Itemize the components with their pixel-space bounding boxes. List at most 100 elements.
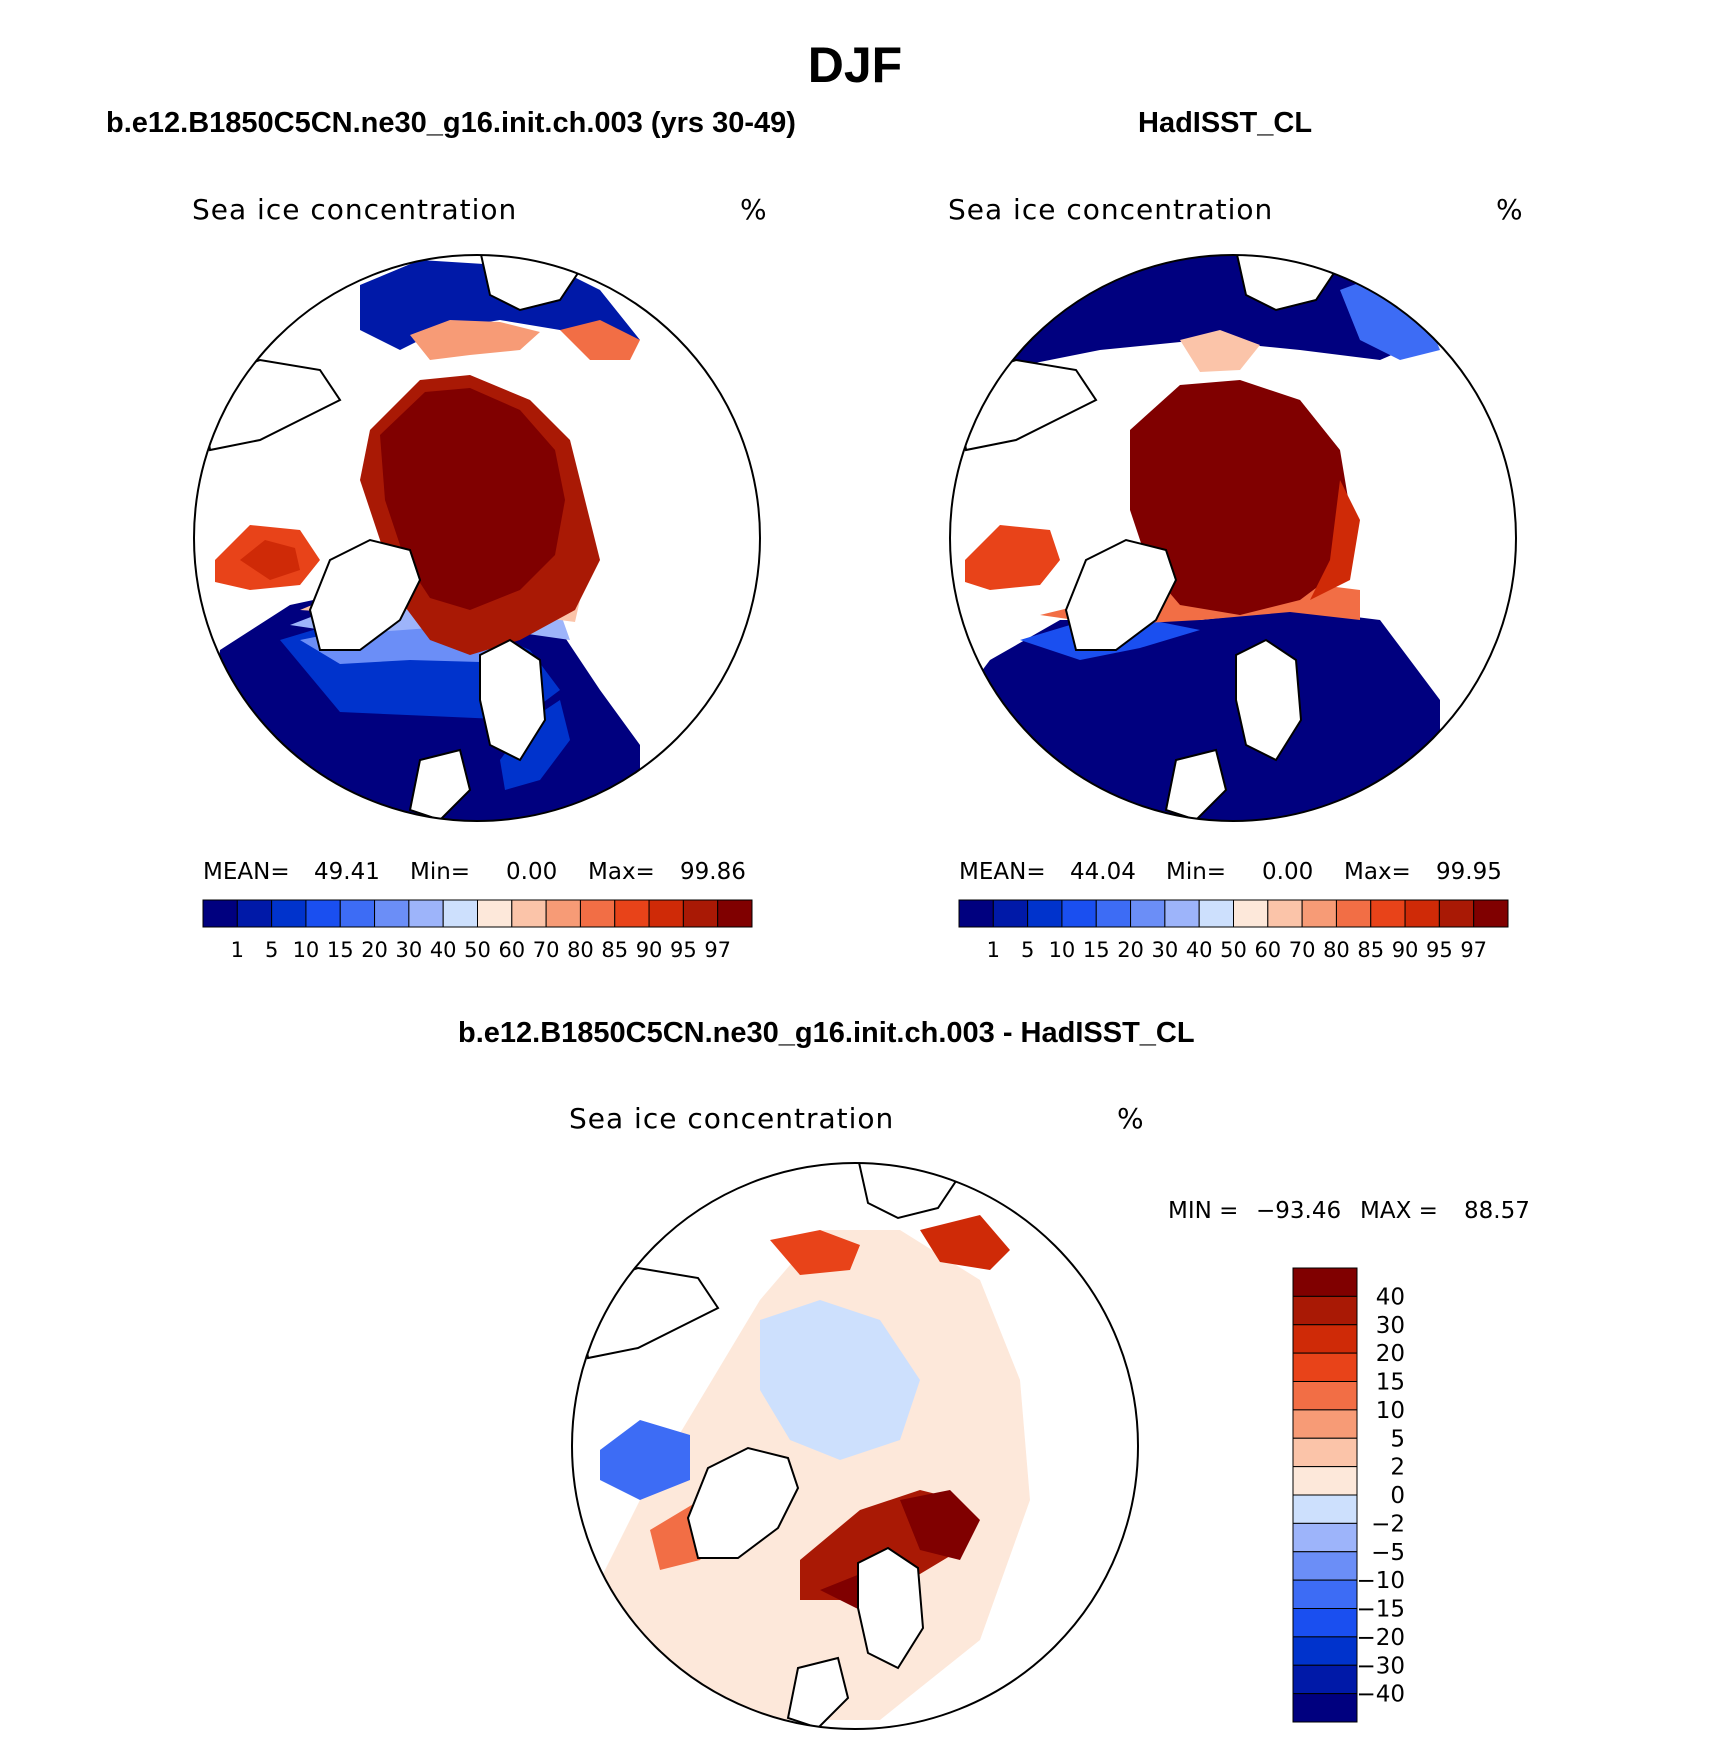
- panel-3-min-label: MIN =: [1168, 1198, 1239, 1224]
- panel-3-max-value: 88.57: [1464, 1198, 1530, 1224]
- colorbar-3-swatch: [1292, 1693, 1358, 1723]
- colorbar-3-swatch: [1292, 1267, 1358, 1297]
- colorbar-1-tick-label: 50: [464, 938, 491, 962]
- colorbar-2-tick-label: 50: [1220, 938, 1247, 962]
- colorbar-3-swatch: [1292, 1522, 1358, 1553]
- panel-1-title: b.e12.B1850C5CN.ne30_g16.init.ch.003 (yr…: [106, 107, 796, 139]
- colorbar-3-swatch: [1292, 1579, 1358, 1609]
- colorbar-3-swatch: [1292, 1409, 1358, 1439]
- colorbar-3-swatch: [1292, 1608, 1358, 1638]
- colorbar-3-tick-label: −15: [1356, 1597, 1405, 1623]
- colorbar-1-swatch: [202, 899, 238, 928]
- panel-2-min-value: 0.00: [1262, 859, 1314, 885]
- colorbar-2-swatch: [992, 899, 1029, 928]
- colorbar-2-tick-label: 40: [1186, 938, 1213, 962]
- colorbar-1-tick-label: 15: [327, 938, 354, 962]
- panel-1-mean-value: 49.41: [314, 859, 380, 885]
- colorbar-1-swatch: [682, 899, 719, 928]
- panel-2-mean-label: MEAN=: [959, 859, 1046, 885]
- colorbar-1-swatch: [579, 899, 616, 928]
- colorbar-2-tick-label: 90: [1392, 938, 1419, 962]
- colorbar-2-tick-label: 80: [1323, 938, 1350, 962]
- colorbar-3-swatch: [1292, 1551, 1358, 1581]
- colorbar-2-swatch: [1095, 899, 1132, 928]
- colorbar-1: 1 5 10 15 20 30 40 50 60 70 80 85 90 95 97: [202, 899, 753, 962]
- colorbar-3-swatch: [1292, 1295, 1358, 1326]
- colorbar-2-swatch: [1473, 899, 1509, 928]
- colorbar-1-swatch: [374, 899, 410, 928]
- colorbar-2-swatch: [1267, 899, 1303, 928]
- colorbar-2-tick-label: 20: [1117, 938, 1144, 962]
- colorbar-2-tick-label: 30: [1152, 938, 1179, 962]
- panel-1-mean-label: MEAN=: [203, 859, 290, 885]
- colorbar-3-swatch: [1292, 1636, 1358, 1666]
- colorbar-3-tick-label: 40: [1376, 1284, 1405, 1310]
- colorbar-1-swatch: [614, 899, 650, 928]
- panel-2-variable-label: Sea ice concentration: [948, 193, 1274, 226]
- colorbar-1-swatch: [305, 899, 341, 928]
- figure-title: DJF: [807, 37, 903, 93]
- colorbar-1-tick-label: 90: [636, 938, 663, 962]
- colorbar-1-swatch: [408, 899, 444, 928]
- colorbar-3-swatch: [1292, 1437, 1358, 1468]
- panel-3-title: b.e12.B1850C5CN.ne30_g16.init.ch.003 - H…: [458, 1017, 1195, 1049]
- colorbar-1-tick-label: 20: [361, 938, 388, 962]
- colorbar-3-swatch: [1292, 1381, 1358, 1411]
- colorbar-2-tick-label: 15: [1083, 938, 1110, 962]
- panel-1-units-label: %: [740, 193, 768, 226]
- colorbar-2-swatch: [1404, 899, 1440, 928]
- colorbar-2-swatch: [1164, 899, 1200, 928]
- colorbar-1-tick-label: 97: [704, 938, 731, 962]
- map-1: [193, 254, 761, 822]
- colorbar-1-swatch: [717, 899, 753, 928]
- panel-1-max-label: Max=: [588, 859, 655, 885]
- colorbar-3-tick-label: −30: [1356, 1653, 1405, 1679]
- panel-2-title: HadISST_CL: [1138, 107, 1313, 139]
- colorbar-2-swatch: [1335, 899, 1372, 928]
- colorbar-2-tick-label: 10: [1049, 938, 1076, 962]
- colorbar-2-swatch: [1233, 899, 1269, 928]
- colorbar-3-swatch: [1292, 1352, 1358, 1382]
- colorbar-1-tick-label: 5: [265, 938, 278, 962]
- colorbar-2-tick-label: 5: [1021, 938, 1034, 962]
- colorbar-2-swatch: [1130, 899, 1166, 928]
- colorbar-2-tick-label: 97: [1460, 938, 1487, 962]
- colorbar-3-swatch: [1292, 1664, 1358, 1695]
- colorbar-2-swatch: [1061, 899, 1097, 928]
- map-3-difference-field: [600, 1215, 1030, 1720]
- colorbar-3-tick-label: −2: [1371, 1511, 1405, 1537]
- panel-1-min-label: Min=: [410, 859, 471, 885]
- colorbar-1-swatch: [511, 899, 547, 928]
- map-3: [571, 1162, 1139, 1730]
- colorbar-1-tick-label: 60: [498, 938, 525, 962]
- panel-3-min-value: −93.46: [1256, 1198, 1342, 1224]
- colorbar-1-tick-label: 10: [293, 938, 320, 962]
- map-2: [949, 254, 1517, 822]
- panel-2-min-label: Min=: [1166, 859, 1227, 885]
- colorbar-2-tick-label: 70: [1289, 938, 1316, 962]
- colorbar-1-swatch: [236, 899, 273, 928]
- colorbar-3-tick-label: 10: [1376, 1398, 1405, 1424]
- colorbar-1-tick-label: 80: [567, 938, 594, 962]
- colorbar-2-tick-label: 85: [1357, 938, 1384, 962]
- panel-2-max-label: Max=: [1344, 859, 1411, 885]
- colorbar-3-tick-label: 0: [1390, 1483, 1405, 1509]
- colorbar-3-tick-label: 5: [1390, 1426, 1405, 1452]
- colorbar-3-swatch: [1292, 1466, 1358, 1496]
- colorbar-2-tick-label: 95: [1426, 938, 1453, 962]
- panel-1-min-value: 0.00: [506, 859, 558, 885]
- colorbar-3-swatch: [1292, 1494, 1358, 1524]
- panel-3-max-label: MAX =: [1360, 1198, 1438, 1224]
- map-1-boundary: [193, 254, 761, 822]
- colorbar-3-tick-label: −10: [1356, 1568, 1405, 1594]
- panel-2-mean-value: 44.04: [1070, 859, 1136, 885]
- panel-1-max-value: 99.86: [680, 859, 746, 885]
- colorbar-3-tick-label: −20: [1356, 1625, 1405, 1651]
- colorbar-3-tick-label: 30: [1376, 1313, 1405, 1339]
- colorbar-1-swatch: [477, 899, 513, 928]
- colorbar-3-tick-label: 20: [1376, 1341, 1405, 1367]
- panel-3-variable-label: Sea ice concentration: [569, 1102, 895, 1135]
- colorbar-1-tick-label: 95: [670, 938, 697, 962]
- map-2-boundary: [949, 254, 1517, 822]
